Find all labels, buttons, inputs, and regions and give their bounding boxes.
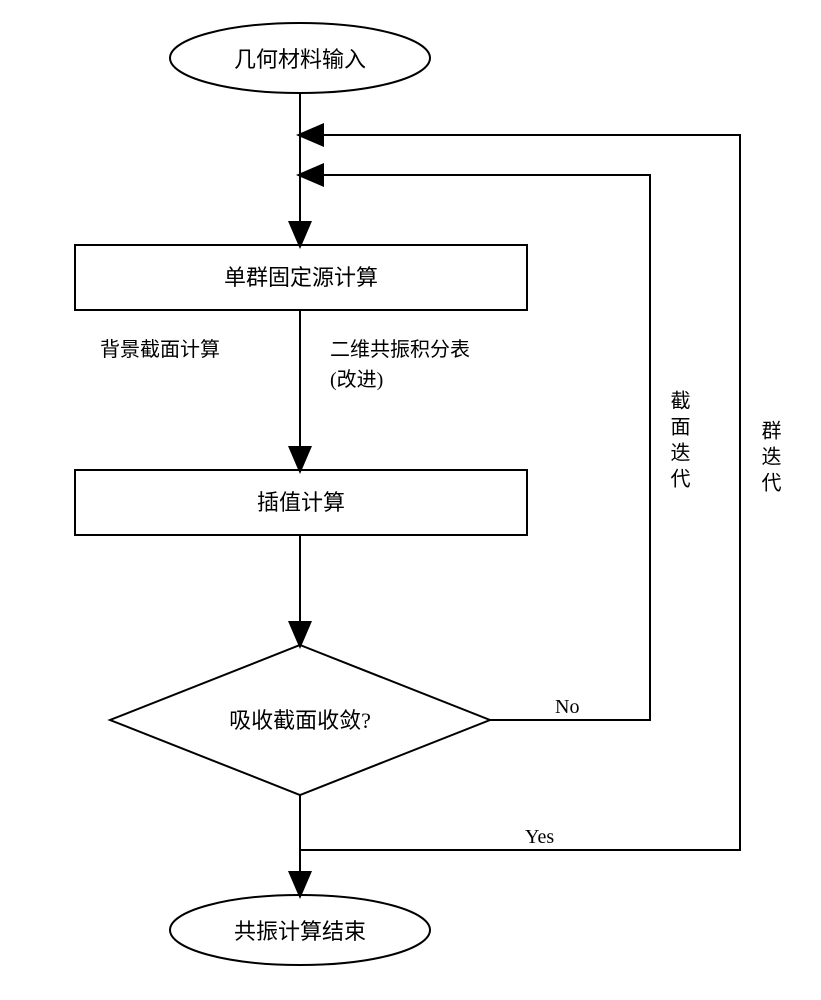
calc1-label: 单群固定源计算 <box>75 263 527 294</box>
table-label-line1: 二维共振积分表 <box>330 335 470 365</box>
iter-section-label: 截面迭代 <box>664 390 693 494</box>
yes-label: Yes <box>525 822 554 852</box>
iter-group-label: 群迭代 <box>755 420 784 498</box>
no-label: No <box>555 692 579 722</box>
bg-calc-label: 背景截面计算 <box>100 335 220 365</box>
calc2-label: 插值计算 <box>75 488 527 519</box>
end-label: 共振计算结束 <box>170 917 430 948</box>
edge-no-loop <box>300 175 650 720</box>
decision-label: 吸收截面收敛? <box>150 706 450 737</box>
table-label-line2: (改进) <box>330 365 383 395</box>
start-label: 几何材料输入 <box>170 45 430 76</box>
